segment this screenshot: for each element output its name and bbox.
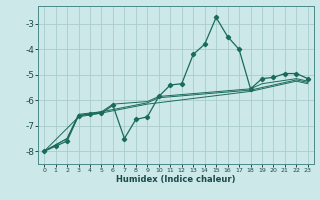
X-axis label: Humidex (Indice chaleur): Humidex (Indice chaleur) xyxy=(116,175,236,184)
